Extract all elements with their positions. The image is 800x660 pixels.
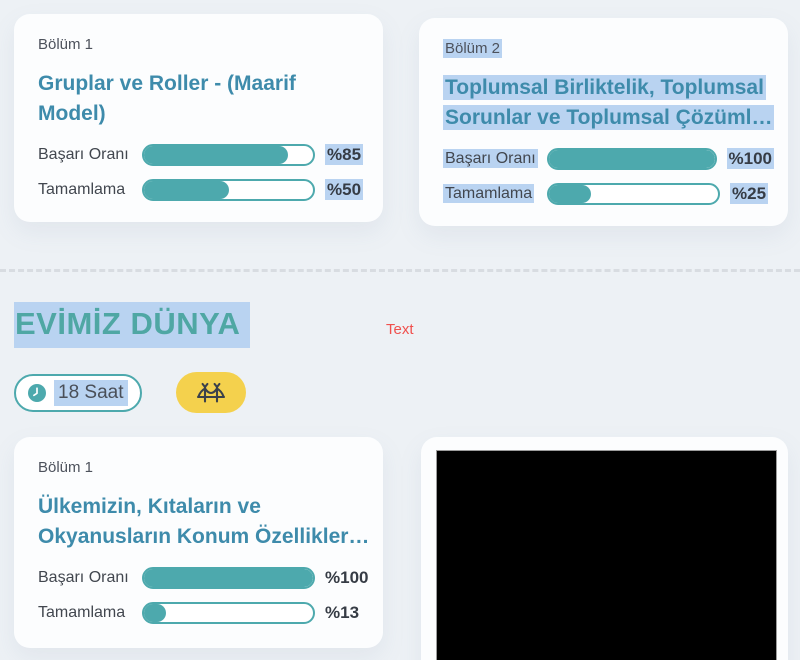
chapter-title-line: Toplumsal Birliktelik, Toplumsal (443, 75, 766, 100)
chapter-label-text: Bölüm 1 (38, 459, 94, 476)
chapter-title-line: Ülkemizin, Kıtaların ve (38, 495, 261, 518)
chapter-label: Bölüm 2 (443, 39, 774, 58)
bridge-icon (196, 382, 225, 403)
duration-label: 18 Saat (54, 379, 128, 406)
completion-value: %13 (325, 603, 360, 622)
chapter-label-text: Bölüm 2 (443, 39, 503, 58)
progress-fill (549, 150, 715, 168)
completion-label: Tamamlama (38, 604, 126, 621)
progress-fill (144, 569, 313, 587)
chapter-title-line: Model) (38, 102, 106, 125)
completion-progress-bar (547, 183, 720, 205)
success-rate-value: %85 (325, 144, 364, 165)
progress-fill (144, 146, 288, 164)
completion-row: Tamamlama %13 (38, 601, 369, 625)
chapter-label: Bölüm 1 (38, 36, 369, 54)
success-rate-progress-bar (142, 144, 315, 166)
clock-icon (28, 383, 46, 402)
success-rate-progress-bar (547, 148, 717, 170)
progress-fill (144, 604, 166, 622)
duration-badge: 18 Saat (14, 373, 142, 412)
completion-row: Tamamlama %25 (443, 182, 774, 206)
completion-label: Tamamlama (38, 181, 126, 198)
completion-progress-bar (142, 602, 315, 624)
success-rate-row: Başarı Oranı %85 (38, 143, 369, 167)
unit-title: EVİMİZ DÜNYA (14, 302, 251, 348)
chapter-card-1[interactable]: Bölüm 1 Gruplar ve Roller - (Maarif Mode… (14, 14, 383, 222)
chapter-title: Gruplar ve Roller - (Maarif Model) (38, 69, 369, 129)
unit-badges: 18 Saat (14, 372, 246, 413)
chapter-card-2[interactable]: Bölüm 2 Toplumsal Birliktelik, Toplumsal… (419, 18, 788, 226)
success-rate-row: Başarı Oranı %100 (38, 566, 369, 590)
success-rate-progress-bar (142, 567, 315, 589)
chapter-title-line: Gruplar ve Roller - (Maarif (38, 72, 296, 95)
chapter-label-text: Bölüm 1 (38, 36, 94, 53)
chapter-cards-row-2: Bölüm 1 Ülkemizin, Kıtaların ve Okyanusl… (14, 437, 788, 660)
chapter-cards-row-1: Bölüm 1 Gruplar ve Roller - (Maarif Mode… (14, 14, 788, 226)
completion-progress-bar (142, 179, 315, 201)
video-card (421, 437, 788, 660)
bridge-badge[interactable] (175, 372, 246, 413)
chapter-title: Ülkemizin, Kıtaların ve Okyanusların Kon… (38, 492, 369, 552)
video-player[interactable] (436, 450, 777, 660)
chapter-card-3[interactable]: Bölüm 1 Ülkemizin, Kıtaların ve Okyanusl… (14, 437, 383, 648)
completion-label: Tamamlama (443, 184, 535, 203)
success-rate-value: %100 (726, 148, 774, 169)
chapter-label: Bölüm 1 (38, 459, 369, 477)
chapter-title-line: Okyanusların Konum Özellikler… (38, 525, 369, 548)
progress-fill (144, 181, 229, 199)
success-rate-value: %100 (325, 568, 369, 587)
success-rate-label: Başarı Oranı (38, 569, 129, 586)
success-rate-label: Başarı Oranı (38, 146, 129, 163)
completion-row: Tamamlama %50 (38, 178, 369, 202)
completion-value: %50 (325, 179, 364, 200)
success-rate-label: Başarı Oranı (443, 149, 538, 168)
chapter-title-line: Sorunlar ve Toplumsal Çözüml… (443, 105, 774, 130)
progress-fill (549, 185, 592, 203)
unit-title-text: EVİMİZ DÜNYA (14, 302, 251, 348)
section-divider (0, 269, 800, 272)
chapter-title: Toplumsal Birliktelik, Toplumsal Sorunla… (443, 73, 774, 133)
completion-value: %25 (730, 183, 769, 204)
annotation-text: Text (386, 321, 414, 338)
success-rate-row: Başarı Oranı %100 (443, 147, 774, 171)
